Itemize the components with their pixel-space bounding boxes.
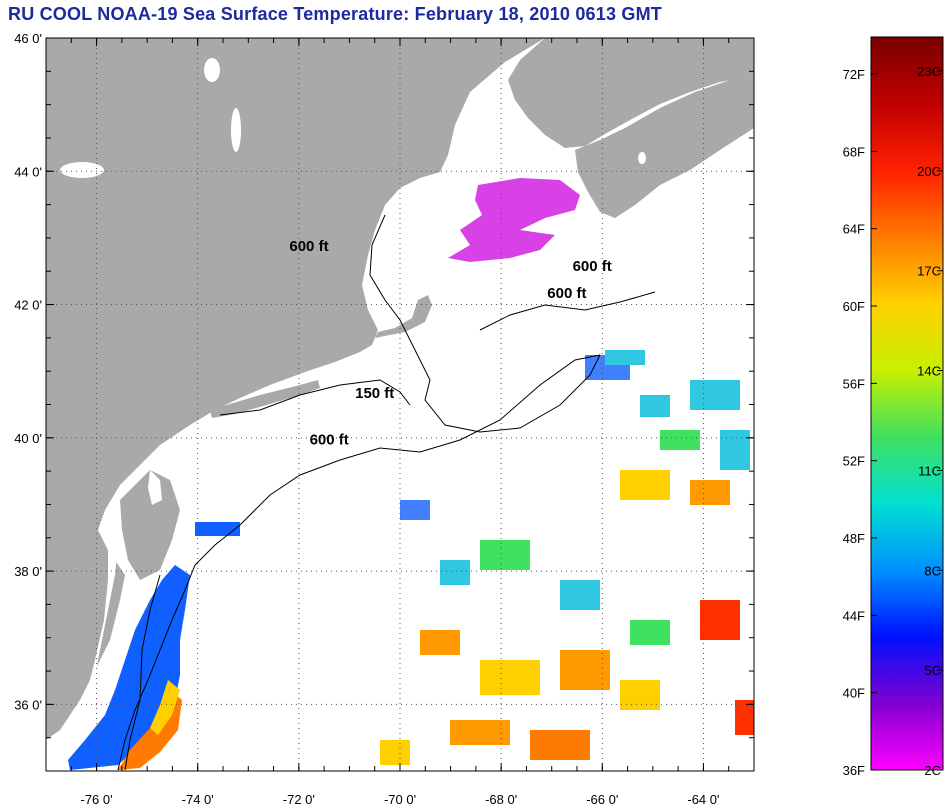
lake-3: [60, 162, 104, 178]
speck: [640, 395, 670, 417]
colorbar-f-label: 48F: [843, 531, 865, 546]
speck: [605, 350, 645, 365]
colorbar-f-label: 36F: [843, 763, 865, 778]
contour-hatteras-inner: [124, 574, 161, 771]
inland-water-layer: [60, 58, 646, 700]
contour-label: 600 ft: [310, 431, 349, 448]
contour-150ft: [219, 379, 411, 416]
speck: [560, 580, 600, 610]
lake-4: [638, 152, 646, 164]
speck: [700, 600, 740, 640]
contour-label: 150 ft: [355, 385, 394, 402]
sst-data-layer: [68, 178, 754, 770]
colorbar-f-label: 72F: [843, 67, 865, 82]
colorbar-f-label: 44F: [843, 608, 865, 623]
colorbar-c-label: 8C: [924, 563, 941, 578]
colorbar-f-label: 40F: [843, 686, 865, 701]
colorbar-f-label: 60F: [843, 299, 865, 314]
lat-tick-label: 42 0': [14, 298, 42, 313]
colorbar-c-label: 11C: [918, 463, 941, 478]
lat-tick-label: 38 0': [14, 564, 42, 579]
chesapeake-bay: [85, 520, 118, 700]
contour-label-layer: 600 ft 600 ft 600 ft 150 ft 600 ft: [289, 238, 611, 448]
new-brunswick: [508, 38, 754, 148]
lon-tick-label: -70 0': [384, 792, 416, 807]
colorbar-c-label: 17C: [917, 264, 941, 279]
speck: [380, 740, 410, 765]
contour-label: 600 ft: [547, 285, 586, 302]
speck: [560, 650, 610, 690]
colorbar-f-label: 52F: [843, 454, 865, 469]
lat-axis: 46 0' 44 0' 42 0' 40 0' 38 0' 36 0': [14, 31, 754, 739]
lat-tick-label: 36 0': [14, 697, 42, 712]
lat-tick-label: 46 0': [14, 31, 42, 46]
colorbar-c-label: 20C: [917, 164, 941, 179]
speck: [480, 660, 540, 695]
lake-2: [231, 108, 241, 152]
sst-patch-gulf-of-maine: [448, 178, 580, 262]
speck: [735, 700, 754, 735]
colorbar-f-labels: 72F 68F 64F 60F 56F 52F 48F 44F 40F 36F: [843, 67, 877, 778]
lon-axis: -76 0' -74 0' -72 0' -70 0' -68 0' -66 0' -64 …: [70, 38, 730, 807]
sst-patch-hatteras-mid: [150, 680, 180, 735]
speck: [630, 620, 670, 645]
lon-tick-label: -72 0': [283, 792, 315, 807]
cape-cod: [375, 295, 432, 338]
colorbar-c-label: 5C: [924, 663, 941, 678]
speck: [690, 480, 730, 505]
lon-tick-label: -66 0': [586, 792, 618, 807]
speck: [660, 430, 700, 450]
contour-lines: [117, 214, 656, 771]
lat-tick-label: 40 0': [14, 431, 42, 446]
lake-1: [204, 58, 220, 82]
contour-label: 600 ft: [289, 238, 328, 255]
speck: [420, 630, 460, 655]
colorbar-f-label: 64F: [843, 222, 865, 237]
us-mainland: [46, 38, 545, 740]
delaware-bay: [148, 470, 162, 505]
contour-600ft-south: [117, 354, 601, 771]
speck: [440, 560, 470, 585]
colorbar-c-labels: 23C 20C 17C 14C 11C 8C 5C 2C: [917, 64, 943, 778]
lon-tick-label: -74 0': [182, 792, 214, 807]
sst-speckles: [195, 350, 754, 765]
colorbar-f-label: 56F: [843, 376, 865, 391]
speck: [195, 522, 240, 536]
speck: [400, 500, 430, 520]
contour-600ft-gulf: [369, 214, 601, 433]
colorbar-c-label: 2C: [924, 763, 941, 778]
contour-label: 600 ft: [573, 258, 612, 275]
map-title: RU COOL NOAA-19 Sea Surface Temperature:…: [8, 4, 662, 24]
speck: [720, 430, 750, 470]
speck: [620, 680, 660, 710]
speck: [690, 380, 740, 410]
colorbar-f-label: 68F: [843, 144, 865, 159]
lat-tick-label: 44 0': [14, 164, 42, 179]
colorbar: [870, 36, 944, 771]
long-island: [210, 380, 320, 418]
speck: [530, 730, 590, 760]
speck: [450, 720, 510, 745]
contour-georges: [479, 291, 656, 331]
lon-tick-label: -64 0': [687, 792, 719, 807]
lon-tick-label: -68 0': [485, 792, 517, 807]
land-layer: [46, 38, 754, 740]
lon-tick-label: -76 0': [81, 792, 113, 807]
nova-scotia: [575, 76, 754, 218]
speck: [620, 470, 670, 500]
delmarva: [120, 470, 180, 580]
colorbar-c-label: 23C: [917, 64, 941, 79]
colorbar-c-label: 14C: [917, 364, 941, 379]
speck: [480, 540, 530, 570]
